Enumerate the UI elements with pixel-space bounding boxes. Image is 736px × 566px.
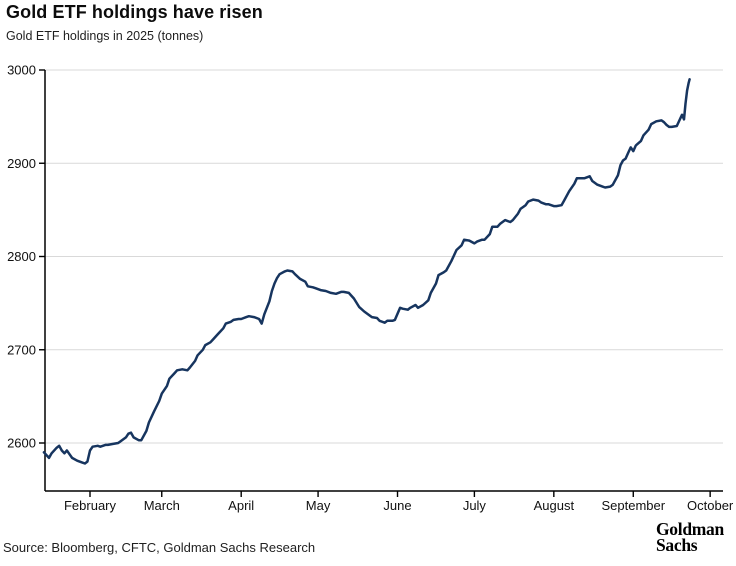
x-tick-label: February xyxy=(64,498,117,513)
logo-line-2: Sachs xyxy=(656,535,698,555)
source-text: Source: Bloomberg, CFTC, Goldman Sachs R… xyxy=(3,540,316,555)
x-tick-label: June xyxy=(383,498,411,513)
x-tick-label: August xyxy=(534,498,575,513)
logo-line-1: Goldman xyxy=(656,519,724,539)
x-tick-label: October xyxy=(687,498,734,513)
gold-etf-holdings-line xyxy=(42,78,691,465)
goldman-sachs-logo: Goldman Sachs xyxy=(656,519,724,555)
x-tick-label: May xyxy=(306,498,331,513)
page-title: Gold ETF holdings have risen xyxy=(6,2,263,22)
chart-subtitle: Gold ETF holdings in 2025 (tonnes) xyxy=(6,29,204,43)
y-tick-label: 2700 xyxy=(7,342,36,357)
x-tick-label: September xyxy=(601,498,665,513)
x-tick-label: July xyxy=(463,498,487,513)
x-tick-label: April xyxy=(228,498,254,513)
y-tick-label: 2600 xyxy=(7,436,36,451)
x-tick-label: March xyxy=(144,498,180,513)
y-tick-label: 3000 xyxy=(7,63,36,78)
y-tick-label: 2800 xyxy=(7,249,36,264)
y-tick-label: 2900 xyxy=(7,156,36,171)
